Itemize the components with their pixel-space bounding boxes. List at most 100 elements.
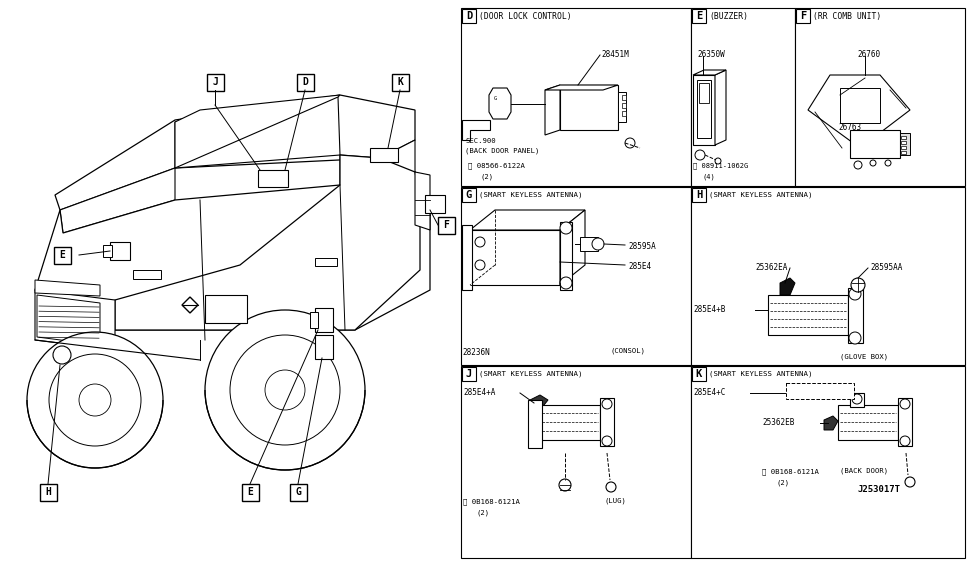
Text: 26763: 26763	[838, 123, 861, 132]
Circle shape	[695, 150, 705, 160]
Text: E: E	[59, 250, 65, 260]
Bar	[795, 8, 965, 186]
Bar	[692, 367, 706, 381]
Bar	[850, 130, 900, 158]
Polygon shape	[35, 280, 100, 296]
Bar	[462, 225, 472, 290]
Text: F: F	[443, 220, 449, 230]
Text: F: F	[800, 11, 806, 21]
Text: (SMART KEYLESS ANTENNA): (SMART KEYLESS ANTENNA)	[479, 192, 582, 198]
Bar	[697, 80, 711, 138]
Bar	[692, 188, 706, 202]
Polygon shape	[340, 140, 415, 188]
Circle shape	[606, 482, 616, 492]
Text: E: E	[696, 11, 702, 21]
Text: D: D	[302, 77, 308, 87]
Bar	[786, 383, 854, 399]
Bar	[462, 188, 476, 202]
Polygon shape	[115, 155, 420, 330]
Circle shape	[475, 260, 485, 270]
Bar	[622, 95, 626, 100]
Text: (DOOR LOCK CONTROL): (DOOR LOCK CONTROL)	[479, 11, 571, 20]
Circle shape	[602, 436, 612, 446]
Bar	[110, 242, 130, 260]
Circle shape	[560, 222, 572, 234]
Bar	[133, 270, 161, 279]
Bar	[618, 92, 626, 122]
Polygon shape	[545, 85, 618, 90]
Bar	[40, 484, 57, 501]
Text: E: E	[247, 487, 253, 497]
Polygon shape	[415, 172, 430, 230]
Text: (RR COMB UNIT): (RR COMB UNIT)	[813, 11, 881, 20]
Circle shape	[79, 384, 111, 416]
Bar	[901, 136, 906, 139]
Text: 285E4+A: 285E4+A	[463, 388, 495, 397]
Bar	[425, 195, 445, 213]
Bar	[848, 288, 863, 343]
Bar	[840, 88, 880, 123]
Circle shape	[205, 310, 365, 470]
Text: (CONSOL): (CONSOL)	[610, 348, 645, 354]
Bar	[898, 398, 912, 446]
Bar	[796, 9, 810, 23]
Bar	[462, 9, 476, 23]
Polygon shape	[560, 210, 585, 285]
Text: Ⓑ 0B168-6121A: Ⓑ 0B168-6121A	[762, 468, 819, 475]
Bar	[540, 405, 600, 440]
Polygon shape	[470, 210, 585, 230]
Circle shape	[849, 332, 861, 344]
Text: (BACK DOOR PANEL): (BACK DOOR PANEL)	[465, 148, 539, 155]
Polygon shape	[530, 395, 548, 410]
Circle shape	[67, 342, 83, 358]
Bar	[297, 74, 314, 91]
Circle shape	[230, 335, 340, 445]
Circle shape	[53, 346, 71, 364]
Bar	[461, 187, 691, 365]
Circle shape	[905, 477, 915, 487]
Polygon shape	[808, 75, 910, 148]
Bar	[258, 170, 288, 187]
Circle shape	[475, 237, 485, 247]
Text: 285E4: 285E4	[628, 262, 651, 271]
Text: Ⓢ 08566-6122A: Ⓢ 08566-6122A	[468, 162, 525, 169]
Text: (2): (2)	[476, 510, 489, 517]
Text: K: K	[397, 77, 403, 87]
Bar	[54, 247, 71, 264]
Text: 285E4+C: 285E4+C	[693, 388, 725, 397]
Text: Ⓝ 08911-1062G: Ⓝ 08911-1062G	[693, 162, 748, 169]
Text: (2): (2)	[776, 480, 789, 487]
Bar	[560, 222, 572, 290]
Circle shape	[70, 345, 80, 355]
Text: 28236N: 28236N	[462, 348, 489, 357]
Text: (LUG): (LUG)	[605, 498, 627, 504]
Bar	[691, 187, 965, 365]
Bar	[461, 8, 691, 186]
Text: (SMART KEYLESS ANTENNA): (SMART KEYLESS ANTENNA)	[709, 192, 812, 198]
Text: D: D	[466, 11, 472, 21]
Bar	[900, 133, 910, 155]
Circle shape	[900, 399, 910, 409]
Circle shape	[870, 160, 876, 166]
Bar	[461, 366, 691, 558]
Circle shape	[885, 160, 891, 166]
Bar	[392, 74, 409, 91]
Text: 25362EB: 25362EB	[762, 418, 795, 427]
Bar	[315, 335, 333, 359]
Text: G: G	[295, 487, 301, 497]
Text: J253017T: J253017T	[858, 485, 901, 494]
Bar	[768, 295, 848, 335]
Circle shape	[49, 354, 141, 446]
Bar	[103, 245, 112, 257]
Circle shape	[715, 158, 721, 164]
Text: G: G	[493, 96, 496, 101]
Circle shape	[852, 394, 862, 404]
Bar	[462, 367, 476, 381]
Polygon shape	[715, 70, 726, 145]
Polygon shape	[35, 290, 115, 350]
Circle shape	[559, 479, 571, 491]
Text: J: J	[466, 369, 472, 379]
Circle shape	[27, 332, 163, 468]
Bar	[901, 146, 906, 149]
Bar	[693, 75, 715, 145]
